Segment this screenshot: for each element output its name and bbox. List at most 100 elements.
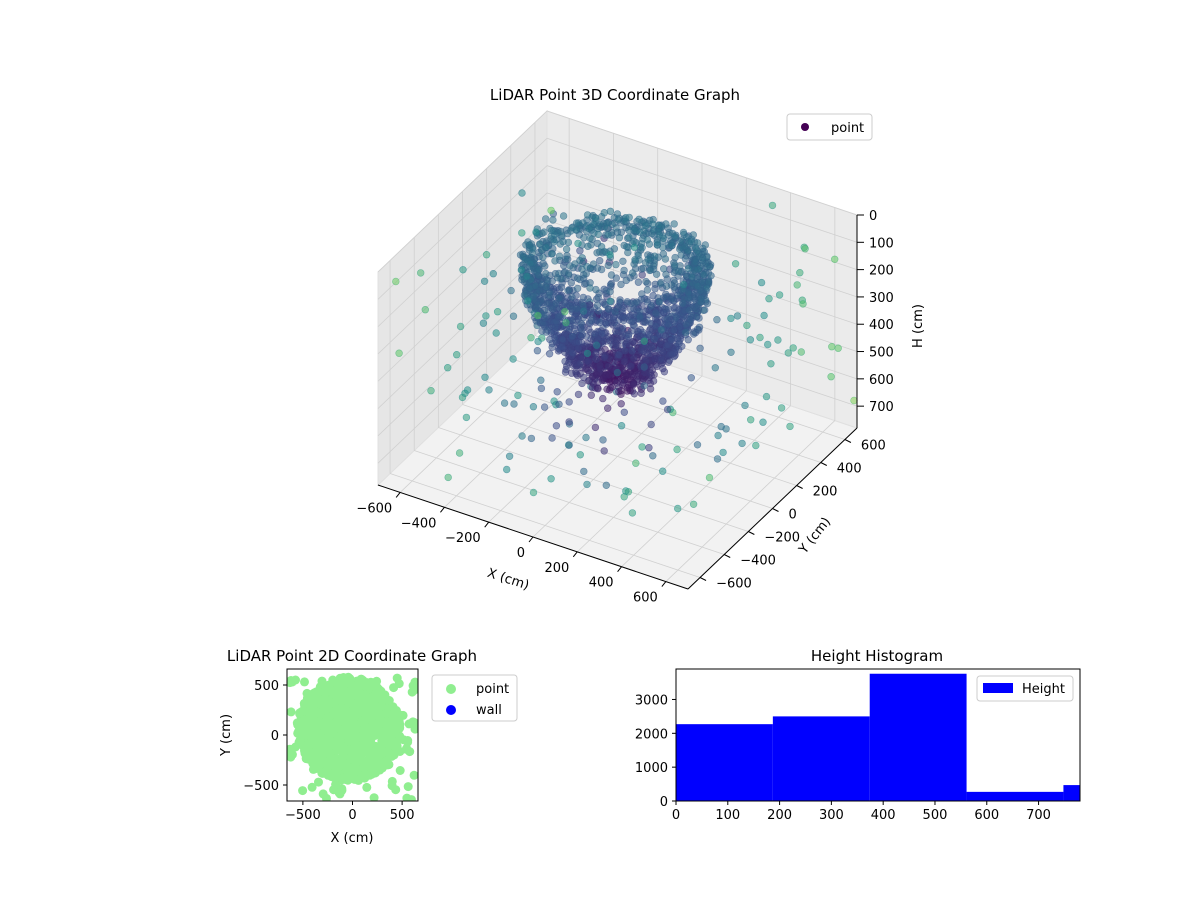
chart3d-point <box>649 452 657 460</box>
chart3d-point <box>594 230 602 239</box>
chart3d-gridline-z-back <box>546 110 858 216</box>
chart3d-point <box>493 308 502 316</box>
chart3d-point <box>768 201 777 210</box>
chart3d-point <box>604 305 613 313</box>
chart2d-point <box>346 698 356 708</box>
chart3d-point <box>482 251 491 259</box>
chart2d-point <box>362 710 372 720</box>
chart3d-point <box>731 260 740 268</box>
chart3d-x-tick-label: −200 <box>445 531 481 546</box>
chart3d-point <box>564 287 572 295</box>
chart3d-point <box>561 368 570 376</box>
chart3d-gridline-y <box>438 427 749 532</box>
chart3d-point <box>586 234 594 242</box>
chart3d-point <box>646 379 654 388</box>
chart3d-point <box>640 382 648 390</box>
chart3d-point <box>541 262 549 270</box>
chart3d-point <box>580 234 588 242</box>
chart3d-point <box>631 256 639 264</box>
chart3d-y-tick-label: 0 <box>789 508 797 523</box>
chart2d-point <box>298 729 308 739</box>
histogram-y-tick-label: 1000 <box>635 761 668 776</box>
chart3d-point <box>617 422 626 430</box>
chart2d-point <box>349 718 359 728</box>
chart2d-title: LiDAR Point 2D Coordinate Graph <box>227 647 477 665</box>
chart3d-point <box>539 253 547 261</box>
chart3d-point <box>543 299 552 307</box>
chart3d-point <box>600 447 608 455</box>
chart3d-point <box>552 422 561 430</box>
chart3d-point <box>574 239 582 248</box>
chart3d-point <box>629 380 638 389</box>
chart3d-point <box>611 307 619 316</box>
chart3d-point <box>614 216 622 224</box>
histogram-legend-swatch <box>983 683 1013 693</box>
histogram-legend-label: Height <box>1022 682 1065 697</box>
chart3d-xlabel: X (cm) <box>485 566 531 594</box>
chart3d-point <box>642 222 650 230</box>
chart3d-point <box>562 362 571 370</box>
histogram-bars <box>676 673 1080 801</box>
chart3d-point <box>713 455 722 463</box>
chart3d-point <box>517 266 525 274</box>
chart3d-point <box>675 323 684 331</box>
chart3d-point <box>591 214 600 222</box>
chart3d-point <box>548 343 556 351</box>
chart3d-point <box>534 337 542 346</box>
chart3d-point <box>659 364 667 373</box>
chart3d-point <box>507 286 515 295</box>
chart3d-point <box>526 259 535 268</box>
chart3d-point <box>717 422 725 431</box>
chart3d-point <box>786 422 794 431</box>
chart2d-point <box>287 707 296 717</box>
chart3d-point <box>444 364 452 372</box>
chart3d-point <box>583 262 591 271</box>
chart2d-point <box>338 682 348 692</box>
chart3d-point <box>612 341 620 350</box>
chart3d-point <box>606 251 614 259</box>
chart3d-point <box>589 260 598 268</box>
chart3d-point <box>613 368 622 377</box>
chart2d-point <box>325 769 335 779</box>
chart3d-point <box>682 320 690 329</box>
chart3d-point <box>711 364 719 372</box>
chart3d-point <box>524 297 532 305</box>
chart3d-point <box>573 274 582 282</box>
chart2d-xlabel: X (cm) <box>331 831 374 846</box>
chart3d-point <box>617 400 625 408</box>
histogram-x-tick-label: 200 <box>767 808 792 823</box>
chart3d-point <box>684 336 692 344</box>
chart2d-point <box>355 756 365 766</box>
chart3d-point <box>647 342 656 351</box>
chart3d-point <box>604 362 613 371</box>
histogram-y-tick-label: 3000 <box>635 693 668 708</box>
chart3d-point <box>642 357 650 365</box>
chart3d-legend-label: point <box>831 121 864 136</box>
chart2d-point <box>362 678 372 688</box>
chart3d-point <box>679 299 687 307</box>
chart3d-y-tick-label: −400 <box>740 554 776 569</box>
chart2d-point <box>382 760 392 770</box>
chart2d-point <box>387 781 397 791</box>
chart3d-y-tick <box>723 554 731 558</box>
chart3d-point <box>638 290 646 298</box>
chart3d-point <box>685 306 693 314</box>
chart3d-point <box>651 285 659 293</box>
chart2d-legend-label-wall: wall <box>476 703 502 718</box>
chart3d-point <box>514 391 522 400</box>
chart3d-z-tick-label: 400 <box>869 318 894 333</box>
chart2d-point <box>298 786 308 796</box>
chart3d-point <box>509 312 518 320</box>
chart3d-point <box>688 273 696 281</box>
chart3d-point <box>555 294 563 302</box>
chart3d-point <box>623 298 631 306</box>
histogram-chart: Height Histogram 0 100 200 300 400 500 600 7000… <box>635 647 1081 823</box>
chart3d-z-tick-label: 200 <box>869 264 894 279</box>
chart3d-point <box>629 354 638 362</box>
chart2d-point <box>355 746 365 756</box>
chart3d-y-tick <box>820 462 828 466</box>
chart3d-point <box>591 331 599 339</box>
chart3d-point <box>455 449 464 457</box>
histogram-title: Height Histogram <box>811 647 943 665</box>
chart3d-point <box>752 441 760 450</box>
